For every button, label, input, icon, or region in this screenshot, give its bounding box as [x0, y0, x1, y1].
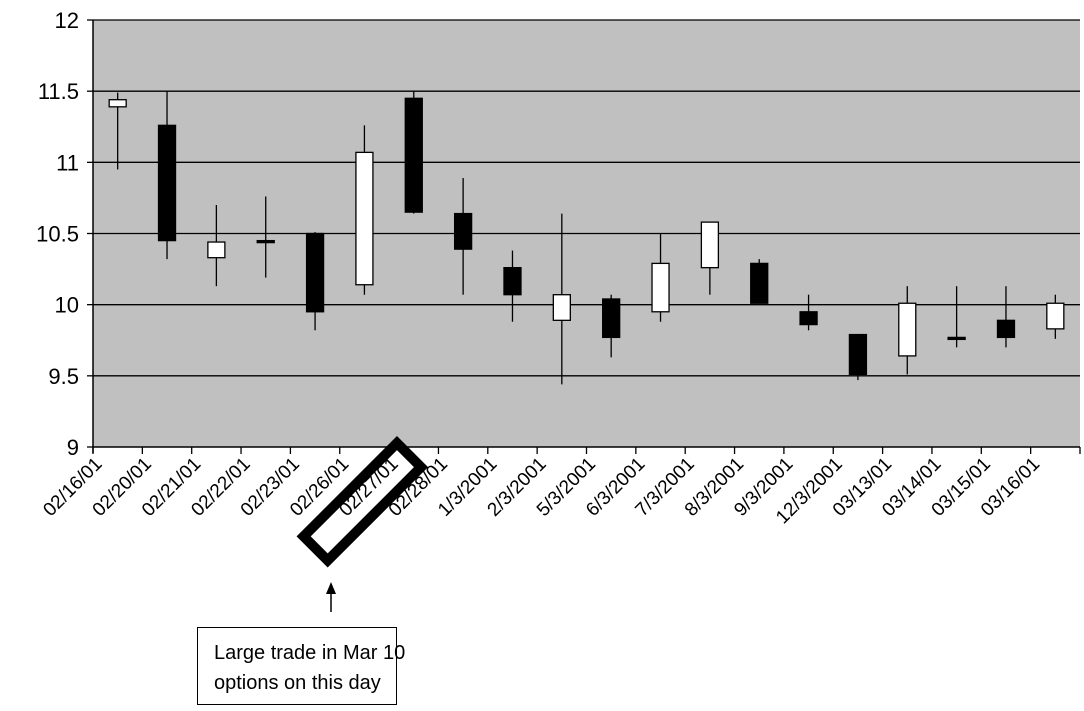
axes [87, 19, 1081, 454]
candle-body [700, 221, 720, 269]
candle [355, 125, 374, 295]
candle [503, 250, 522, 322]
y-tick-label: 9.5 [48, 364, 79, 389]
candle-body [256, 239, 275, 244]
y-tick-label: 11 [56, 150, 79, 175]
candle-body [207, 241, 226, 259]
arrow-head [326, 582, 336, 594]
candle-body [799, 311, 818, 326]
candle [552, 213, 571, 385]
annotation-box: Large trade in Mar 10 options on this da… [197, 627, 406, 705]
candle-body [453, 212, 473, 250]
y-tick-labels: 9 9.5 10 10.5 11 11.5 12 [36, 8, 79, 460]
annotation-line-1: Large trade in Mar 10 [214, 642, 406, 664]
candle [256, 196, 275, 278]
candle-body [947, 336, 966, 341]
y-tick-label: 10.5 [36, 222, 79, 247]
candle-body [108, 99, 127, 108]
candle [750, 259, 769, 304]
grid-lines [93, 19, 1080, 377]
candle-body [404, 97, 423, 213]
candle-body [157, 124, 177, 242]
candle [799, 294, 818, 331]
candle [157, 91, 177, 260]
candle-body [848, 333, 868, 376]
candle [453, 177, 473, 295]
x-tick-labels: 02/16/0102/20/0102/21/0102/22/0102/23/01… [39, 454, 1044, 529]
y-tick-label: 10 [55, 293, 79, 318]
candle [898, 286, 917, 375]
candle-body [602, 298, 621, 339]
candle-body [651, 262, 670, 313]
annotation-line-2: options on this day [214, 672, 381, 694]
candle [996, 286, 1016, 348]
candle [700, 221, 720, 295]
candle-body [898, 302, 917, 357]
highlight-box [296, 436, 429, 568]
candle [1046, 294, 1065, 339]
y-tick-label: 11.5 [38, 79, 79, 104]
highlight-rect [296, 436, 429, 568]
candle-body [503, 267, 522, 296]
candle-body [996, 319, 1016, 339]
candle [305, 232, 325, 331]
candle-body [1046, 302, 1065, 330]
y-tick-label: 9 [67, 435, 79, 460]
candle [602, 294, 621, 358]
candles [108, 91, 1065, 385]
candle-body [355, 151, 374, 286]
candle [404, 91, 423, 214]
y-tick-label: 12 [55, 8, 79, 33]
candle [848, 333, 868, 381]
candle-body [305, 232, 325, 313]
candle-body [552, 294, 571, 321]
candle [947, 286, 966, 348]
candle [108, 92, 127, 170]
candle [207, 205, 226, 287]
annotation-arrow [326, 582, 336, 612]
candle-body [750, 262, 769, 304]
candle [651, 233, 670, 322]
